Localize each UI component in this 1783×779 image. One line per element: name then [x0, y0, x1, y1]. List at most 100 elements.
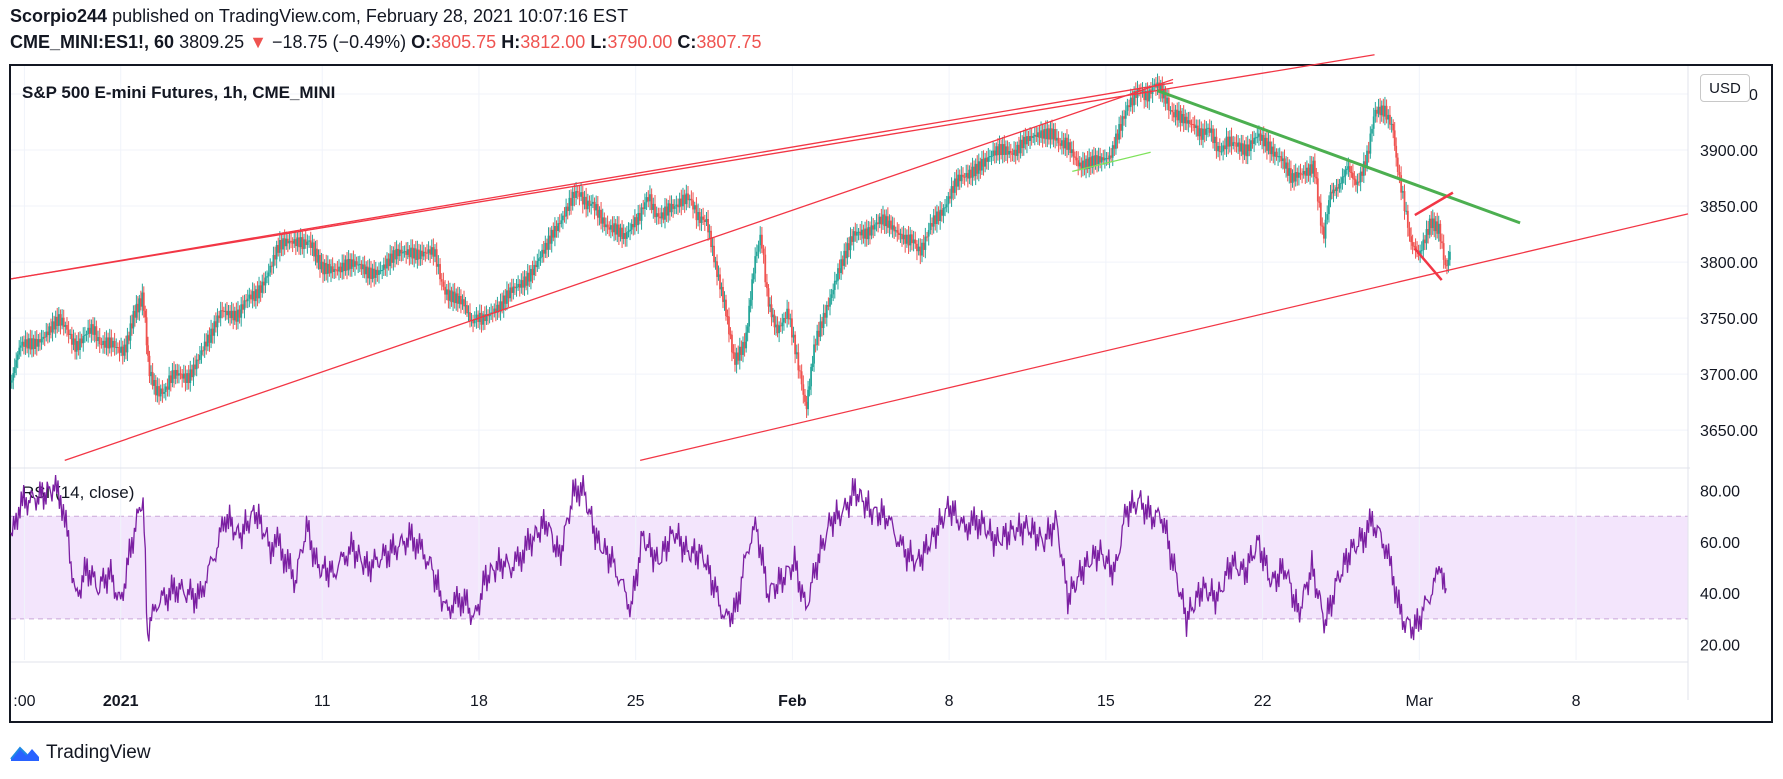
candle-body	[1210, 128, 1213, 133]
candle-body	[269, 265, 272, 273]
candle-body	[182, 373, 185, 379]
candle-body	[347, 258, 350, 271]
candle-body	[1321, 225, 1324, 227]
candle-body	[966, 173, 969, 179]
candle-body	[566, 206, 569, 211]
candle-body	[682, 194, 684, 207]
candle-body	[374, 269, 377, 278]
candle-body	[1119, 124, 1122, 131]
candle-body	[266, 276, 268, 278]
candle-body	[1047, 128, 1050, 140]
currency-button[interactable]: USD	[1700, 74, 1750, 102]
candle-body	[794, 334, 797, 355]
candle-body	[219, 310, 222, 319]
candle-body	[493, 308, 496, 314]
candle-body	[1274, 151, 1276, 157]
candle-body	[1217, 145, 1219, 152]
candle-body	[605, 224, 607, 228]
candle-body	[371, 268, 374, 279]
candle-body	[275, 245, 278, 260]
candle-body	[419, 250, 422, 260]
candle-body	[1070, 149, 1073, 154]
candle-body	[528, 272, 531, 282]
candle-body	[1449, 251, 1451, 260]
candle-body	[1254, 137, 1257, 139]
candle-body	[506, 290, 508, 304]
price-tick-label: 3650.00	[1700, 423, 1758, 440]
candle-body	[142, 292, 145, 311]
candle-body	[1227, 136, 1230, 147]
candle-body	[145, 317, 148, 346]
candle-body	[1001, 144, 1004, 155]
candle-body	[187, 373, 190, 384]
candle-body	[147, 345, 149, 356]
candle-body	[410, 247, 412, 258]
candle-body	[210, 328, 212, 343]
candle-body	[1403, 191, 1406, 212]
candle-body	[286, 238, 289, 244]
candle-body	[400, 249, 403, 254]
candle-body	[110, 337, 113, 348]
candle-body	[1159, 85, 1162, 93]
candle-body	[226, 310, 228, 316]
candle-body	[1401, 191, 1404, 193]
candle-body	[262, 281, 265, 286]
candle-body	[1022, 136, 1025, 149]
candle-body	[688, 198, 691, 201]
candle-body	[1393, 130, 1396, 146]
candle-body	[1253, 137, 1256, 144]
candle-body	[171, 370, 174, 383]
candle-body	[772, 314, 774, 318]
candle-body	[379, 270, 382, 272]
candle-body	[1220, 151, 1223, 153]
candle-body	[1086, 158, 1089, 169]
time-tick-label: 22	[1254, 693, 1272, 710]
candle-body	[746, 326, 749, 333]
candle-body	[301, 237, 304, 250]
candle-body	[829, 297, 831, 307]
candle-body	[731, 334, 733, 353]
candle-body	[703, 219, 706, 223]
candle-body	[781, 322, 784, 327]
candle-body	[482, 314, 485, 325]
candle-body	[586, 200, 589, 210]
candle-body	[1167, 97, 1170, 111]
candle-body	[21, 341, 24, 346]
candle-body	[480, 312, 483, 325]
candle-body	[456, 293, 459, 304]
candle-body	[647, 197, 650, 202]
candle-body	[989, 156, 991, 158]
candle-body	[1446, 265, 1448, 267]
candle-body	[1037, 132, 1039, 137]
candle-body	[1074, 156, 1076, 158]
candle-body	[760, 234, 763, 249]
candle-body	[1233, 142, 1236, 144]
candle-body	[619, 227, 622, 237]
candle-body	[570, 197, 572, 206]
candle-body	[783, 317, 785, 323]
candle-body	[1038, 132, 1041, 138]
candle-body	[105, 337, 108, 348]
candle-body	[588, 200, 591, 206]
candle-body	[762, 248, 765, 255]
candle-body	[498, 304, 500, 312]
candle-body	[832, 289, 835, 295]
candle-body	[1182, 113, 1185, 124]
candle-body	[740, 346, 743, 355]
candle-body	[121, 346, 124, 356]
candle-body	[1286, 162, 1289, 176]
time-tick-label: 15	[1097, 693, 1115, 710]
candle-body	[533, 264, 536, 276]
candle-body	[1082, 160, 1084, 170]
candle-body	[1049, 128, 1052, 140]
candle-body	[534, 264, 537, 268]
candle-body	[764, 254, 767, 283]
trendline-trend-red	[10, 54, 1375, 280]
candle-body	[1129, 97, 1132, 108]
candle-body	[875, 222, 878, 225]
candle-body	[1077, 160, 1080, 167]
candle-body	[467, 312, 470, 314]
candle-body	[1309, 164, 1311, 176]
candle-body	[745, 332, 748, 349]
